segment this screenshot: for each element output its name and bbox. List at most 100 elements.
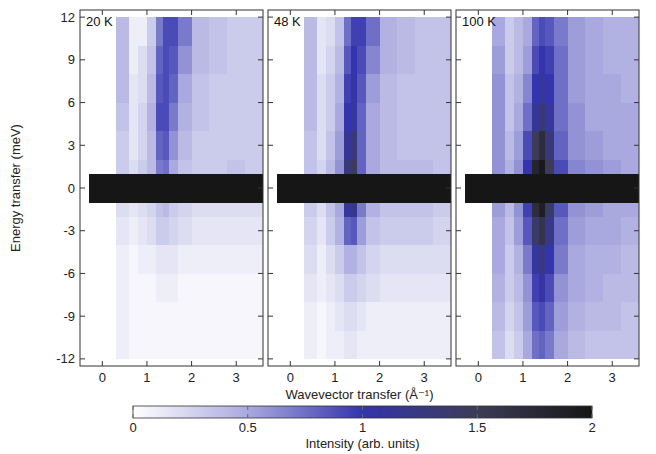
heatmap-cell [397, 330, 415, 359]
heatmap-cell [568, 17, 586, 46]
heatmap-cell [277, 174, 304, 203]
heatmap-cell [585, 202, 603, 217]
heatmap-cell [156, 273, 163, 302]
heatmap-cell [380, 273, 398, 302]
heatmap-cell [433, 131, 451, 160]
heatmap-cell [433, 273, 451, 302]
heatmap-cell [129, 174, 138, 203]
colorbar-tick [247, 406, 248, 410]
heatmap-cell [156, 131, 163, 160]
heatmap-cell [317, 160, 326, 175]
heatmap-cell [344, 46, 351, 75]
heatmap-cell [147, 74, 156, 103]
heatmap-cell [366, 174, 380, 203]
heatmap-cell [539, 74, 546, 103]
y-tick-label: -12 [56, 351, 75, 366]
heatmap-cell [156, 202, 163, 217]
x-tick [522, 361, 523, 366]
heatmap-cell [568, 330, 586, 359]
heatmap-cell [227, 216, 245, 245]
x-tick-label: 2 [564, 370, 571, 385]
heatmap-cell [415, 273, 433, 302]
heatmap-cell [326, 74, 335, 103]
heatmap-cell [192, 245, 210, 274]
heatmap-cell [433, 74, 451, 103]
heatmap-cell [603, 17, 621, 46]
x-axis-title: Wavevector transfer (Å⁻¹) [286, 387, 434, 402]
heatmap-cell [366, 216, 380, 245]
y-tick [80, 188, 85, 189]
heatmap-cell [317, 46, 326, 75]
heatmap-cell [380, 131, 398, 160]
y-tick [258, 188, 263, 189]
heatmap-cell [514, 103, 523, 132]
heatmap-cell [245, 216, 263, 245]
heatmap-cell [545, 202, 554, 217]
heatmap-cell [192, 174, 210, 203]
heatmap-cell [554, 74, 568, 103]
heatmap-cells [89, 17, 263, 359]
heatmap-cell [116, 202, 130, 217]
heatmap-cell [357, 216, 366, 245]
heatmap-cell [539, 131, 546, 160]
heatmap-cell [585, 160, 603, 175]
heatmap-cell [568, 174, 586, 203]
heatmap-cell [335, 302, 344, 331]
heatmap-cell [603, 202, 621, 217]
heatmap-cell [178, 17, 192, 46]
heatmap-cell [523, 273, 532, 302]
heatmap-cell [147, 17, 156, 46]
y-tick-label: 12 [61, 10, 75, 25]
heatmap-cell [116, 216, 130, 245]
x-tick [478, 361, 479, 366]
heatmap-cell [492, 46, 506, 75]
heatmap-cell [554, 302, 568, 331]
y-tick [80, 17, 85, 18]
heatmap-cell [178, 131, 192, 160]
heatmap-cell [585, 273, 603, 302]
heatmap-cell [380, 202, 398, 217]
heatmap-cell [585, 302, 603, 331]
y-tick [80, 59, 85, 60]
heatmap-cell [138, 302, 147, 331]
y-tick [268, 188, 273, 189]
heatmap-cell [357, 74, 366, 103]
heatmap-cell [326, 273, 335, 302]
y-tick [80, 273, 85, 274]
heatmap-cell [227, 245, 245, 274]
colorbar-tick-label: 0.5 [239, 420, 257, 435]
heatmap-cell [397, 273, 415, 302]
heatmap-cell [603, 74, 621, 103]
y-tick [80, 102, 85, 103]
heatmap-cell [169, 245, 178, 274]
heatmap-cell [227, 302, 245, 331]
heatmap-cell [380, 46, 398, 75]
heatmap-cell [621, 174, 639, 203]
y-tick-label: 3 [68, 138, 75, 153]
heatmap-cell [415, 174, 433, 203]
heatmap-cell [344, 330, 351, 359]
heatmap-cell [209, 103, 227, 132]
y-tick-label: 6 [68, 95, 75, 110]
heatmap-cell [245, 131, 263, 160]
heatmap-cell [357, 245, 366, 274]
heatmap-cell [415, 131, 433, 160]
y-tick [80, 316, 85, 317]
heatmap-cell [415, 330, 433, 359]
heatmap-cell [357, 330, 366, 359]
heatmap-cell [523, 131, 532, 160]
heatmap-cell [585, 216, 603, 245]
heatmap-cell [415, 46, 433, 75]
heatmap-cell [192, 74, 210, 103]
x-tick [146, 361, 147, 366]
heatmap-cell [344, 202, 351, 217]
heatmap-cell [433, 245, 451, 274]
heatmap-cell [603, 302, 621, 331]
heatmap-cell [138, 273, 147, 302]
heatmap-cell [433, 103, 451, 132]
heatmap-cell [156, 74, 163, 103]
heatmap-cell [138, 46, 147, 75]
panel-title: 48 K [274, 14, 301, 29]
heatmap-cell [568, 302, 586, 331]
y-tick [446, 273, 451, 274]
